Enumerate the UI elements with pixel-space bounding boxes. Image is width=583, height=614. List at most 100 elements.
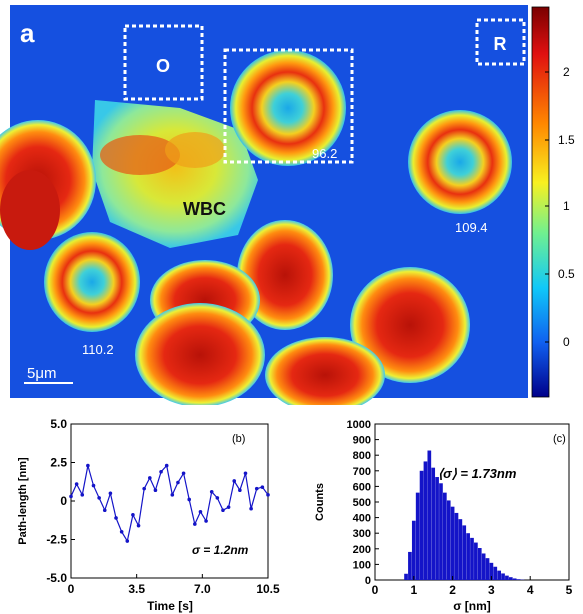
wbc-label: WBC xyxy=(183,199,226,219)
chart-c-y-tick-label: 600 xyxy=(353,481,371,493)
chart-b-x-tick-label: 7.0 xyxy=(194,582,211,596)
chart-c-x-tick-label: 1 xyxy=(410,583,417,597)
chart-b-point xyxy=(136,523,141,528)
rbc-stack-4 xyxy=(135,303,265,405)
chart-b-x-tick-label: 3.5 xyxy=(128,582,145,596)
chart-c-annotation: ⟨σ⟩ = 1.73nm xyxy=(438,466,517,481)
chart-c-bar xyxy=(408,551,412,580)
wbc-cell xyxy=(92,100,258,248)
chart-b-point xyxy=(204,519,208,523)
colorbar-tick-2: 2 xyxy=(563,65,570,79)
rbc-lower-left xyxy=(44,232,140,332)
cell-value-3: 110.2 xyxy=(82,342,114,357)
chart-c-bar xyxy=(454,512,459,580)
chart-c-x-tick-label: 2 xyxy=(449,583,456,597)
chart-c-y-tick-label: 800 xyxy=(353,450,371,462)
chart-c-bar xyxy=(512,578,517,580)
chart-c-bar xyxy=(404,573,408,580)
chart-c-x-tick-label: 0 xyxy=(372,583,379,597)
chart-c-x-label: σ [nm] xyxy=(453,599,491,613)
chart-c-bar xyxy=(516,579,521,580)
chart-c-bar xyxy=(493,566,498,580)
chart-c: 0 1 2 3 4 5 1000 900 800 700 600 500 400 300 200 1000 … xyxy=(314,419,573,613)
chart-b-point xyxy=(125,539,130,543)
chart-b-point xyxy=(119,530,124,534)
rbc-stack-1 xyxy=(237,220,333,330)
chart-c-bar xyxy=(450,506,455,580)
rbc-stack-5 xyxy=(265,337,385,405)
chart-c-bar xyxy=(505,575,509,580)
chart-b-y-tick-label: 2.5 xyxy=(50,456,67,470)
chart-b-point xyxy=(170,493,175,497)
chart-b-point xyxy=(232,479,237,483)
chart-b-point xyxy=(238,488,242,493)
chart-c-bar xyxy=(411,520,416,580)
chart-b-annotation: σ = 1.2nm xyxy=(192,543,249,557)
chart-c-bars xyxy=(404,450,525,580)
chart-b-point xyxy=(215,496,220,500)
roi-cell-box xyxy=(223,48,354,164)
chart-b-y-tick-label: 0 xyxy=(60,494,67,508)
chart-c-bar xyxy=(470,537,474,580)
chart-b-x-tick-label: 0 xyxy=(68,582,75,596)
chart-c-bar xyxy=(497,570,502,580)
chart-b-point xyxy=(159,469,163,474)
chart-c-bar xyxy=(485,558,490,580)
cell-value-1: 96.2 xyxy=(312,146,337,161)
chart-c-bar xyxy=(489,562,494,580)
chart-b-point xyxy=(74,482,79,486)
chart-b-point xyxy=(80,493,85,497)
chart-c-bar xyxy=(508,577,513,580)
chart-c-bar xyxy=(423,461,428,580)
chart-b: 0 3.5 7.0 10.5 5.0 2.5 0 -2.5 -5.0 (b) σ = 1.2n… xyxy=(17,417,280,613)
colorbar-tick-1: 1 xyxy=(563,199,570,213)
roi-r-box xyxy=(475,18,526,66)
roi-r-label: R xyxy=(494,34,507,54)
chart-b-point xyxy=(131,513,135,517)
chart-c-bar xyxy=(474,542,478,580)
chart-c-bar xyxy=(415,492,420,580)
chart-c-bar xyxy=(435,477,439,580)
chart-b-y-label: Path-length [nm] xyxy=(17,457,29,545)
chart-b-x-label: Time [s] xyxy=(147,599,193,613)
chart-c-x-tick-label: 4 xyxy=(527,583,534,597)
chart-b-point xyxy=(114,516,118,520)
chart-c-bar xyxy=(439,483,443,580)
chart-c-y-tick-label: 500 xyxy=(353,497,371,509)
chart-b-y-tick-label: -5.0 xyxy=(46,571,67,585)
chart-b-panel-label: (b) xyxy=(232,433,245,445)
chart-b-point xyxy=(142,486,146,491)
chart-b-x-ticks: 0 3.5 7.0 10.5 xyxy=(68,574,280,596)
chart-c-y-tick-label: 200 xyxy=(353,544,371,556)
chart-c-y-tick-label: 300 xyxy=(353,528,371,540)
chart-b-point xyxy=(69,494,73,499)
colorbar-tick-1-5: 1.5 xyxy=(558,133,575,147)
chart-b-point xyxy=(148,476,152,480)
chart-c-y-tick-label: 0 xyxy=(365,575,371,587)
roi-o-label: O xyxy=(156,56,170,76)
chart-b-y-tick-label: 5.0 xyxy=(50,417,67,431)
chart-b-point xyxy=(260,485,265,489)
chart-c-bar xyxy=(442,492,447,580)
chart-b-point xyxy=(249,506,253,511)
rbc-right xyxy=(408,110,512,214)
chart-c-bar xyxy=(458,519,463,580)
chart-c-y-tick-label: 100 xyxy=(353,559,371,571)
roi-o-box xyxy=(123,24,204,101)
chart-b-point xyxy=(102,508,107,513)
chart-b-point xyxy=(193,522,197,526)
chart-c-y-label: Counts xyxy=(314,483,326,521)
chart-b-point xyxy=(266,493,270,497)
chart-b-point xyxy=(176,480,180,485)
colorbar-tick-0: 0 xyxy=(563,335,570,349)
chart-b-point xyxy=(221,508,225,513)
rbc-roi xyxy=(230,50,346,166)
chart-b-point xyxy=(108,491,113,496)
chart-c-y-tick-label: 700 xyxy=(353,466,371,478)
chart-c-x-ticks: 0 1 2 3 4 5 xyxy=(372,576,573,597)
chart-c-bar xyxy=(431,467,436,580)
chart-c-bar xyxy=(427,450,432,580)
colorbar-ticks: 2 1.5 1 0.5 0 xyxy=(545,65,575,349)
chart-b-y-ticks: 5.0 2.5 0 -2.5 -5.0 xyxy=(46,417,75,585)
